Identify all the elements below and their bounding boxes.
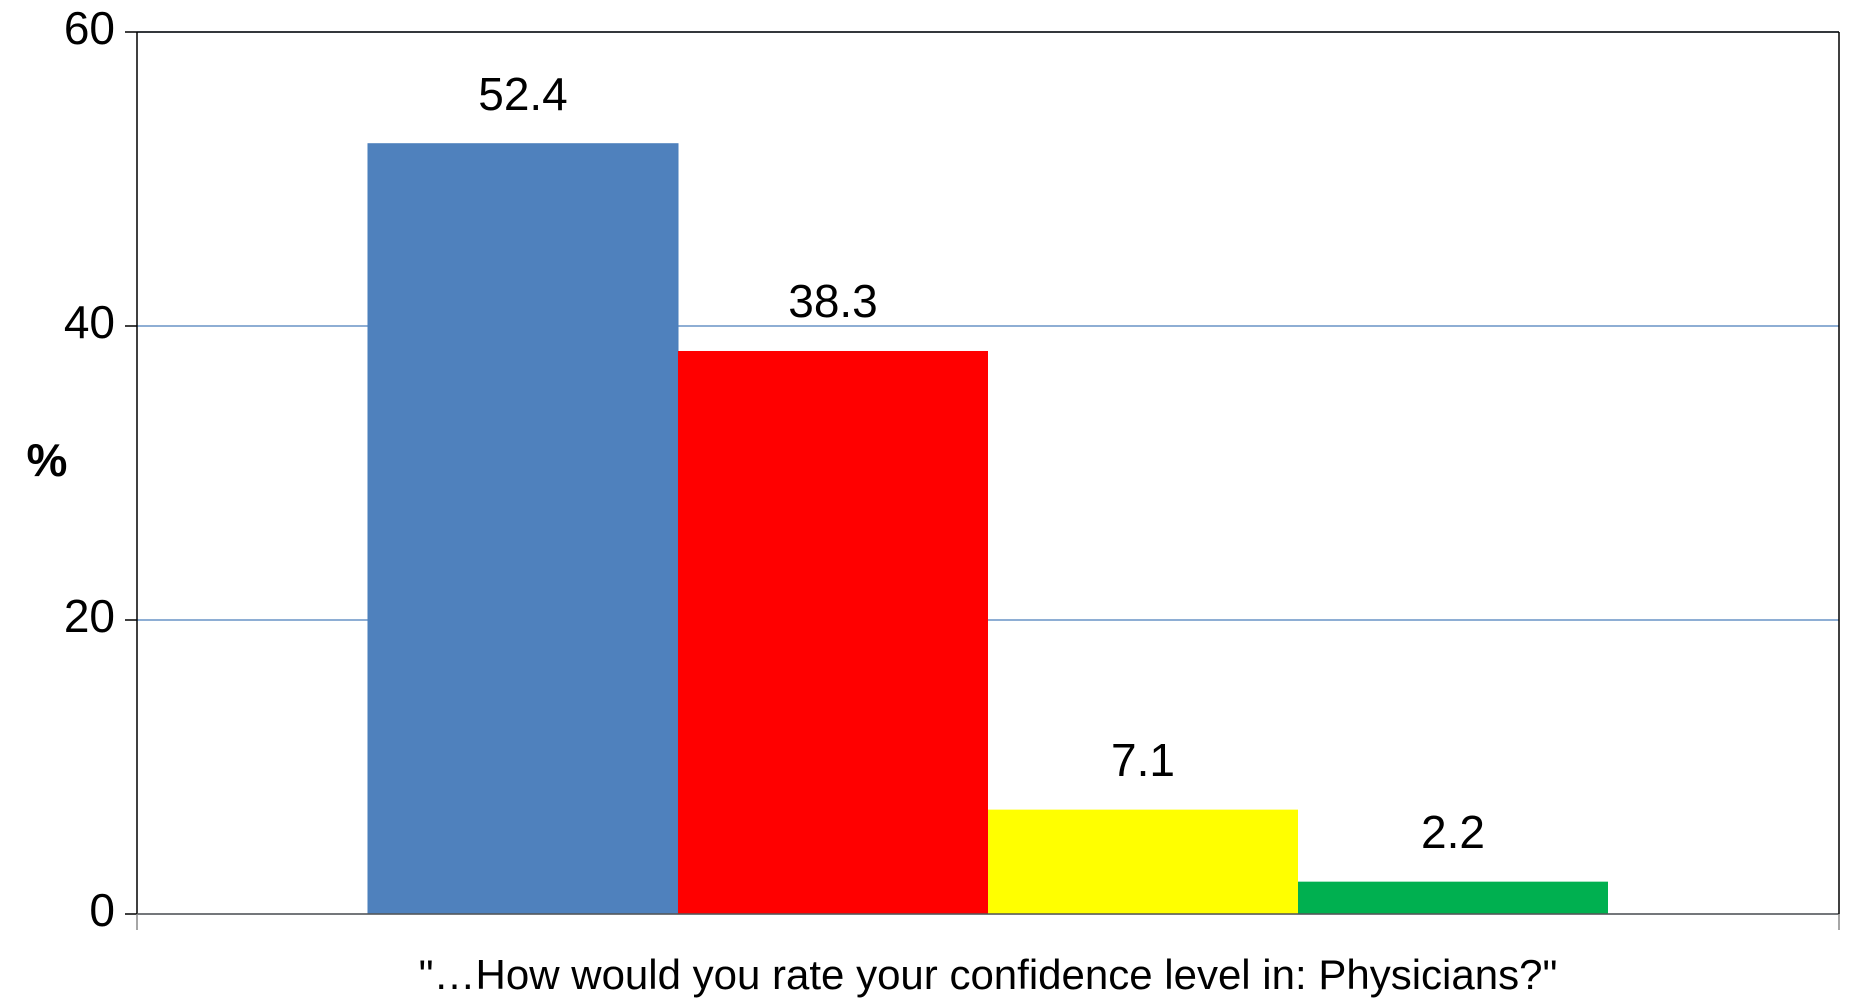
data-label: 2.2 — [1421, 806, 1485, 858]
bar — [367, 143, 679, 915]
bar — [678, 350, 988, 914]
data-label: 7.1 — [1111, 734, 1175, 786]
y-tick-label: 0 — [89, 884, 115, 936]
data-label: 38.3 — [788, 275, 878, 327]
data-label: 52.4 — [478, 68, 568, 120]
y-axis-label: % — [27, 434, 68, 486]
bar — [1298, 881, 1608, 914]
y-tick-label: 60 — [64, 2, 115, 54]
y-tick-label: 20 — [64, 590, 115, 642]
bar — [988, 809, 1298, 914]
x-axis-label: "…How would you rate your confidence lev… — [419, 951, 1558, 998]
y-tick-label: 40 — [64, 296, 115, 348]
